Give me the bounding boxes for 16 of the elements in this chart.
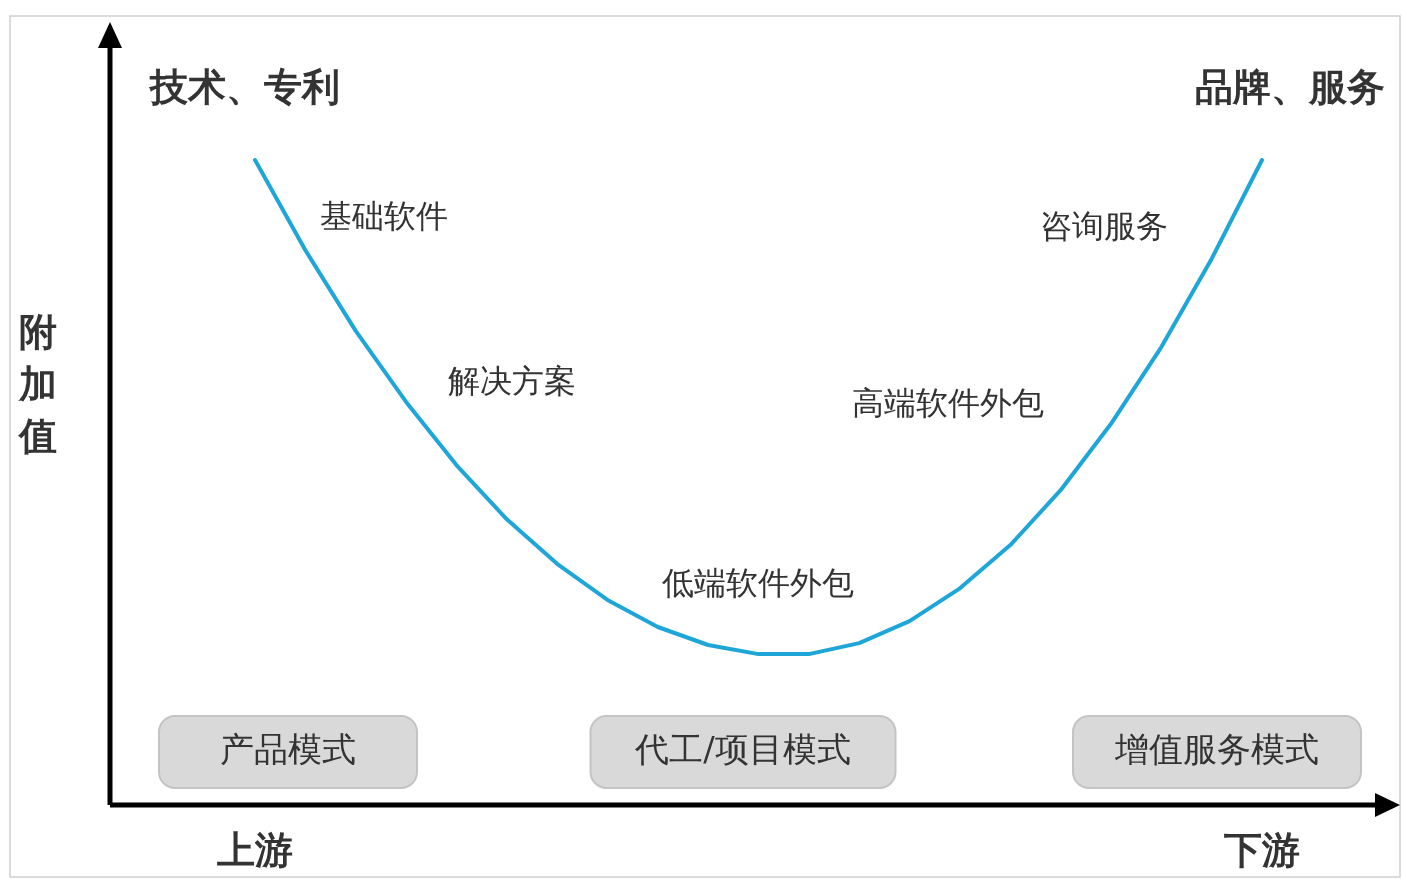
y-axis-title: 附加值 xyxy=(17,309,57,458)
annotation: 咨询服务 xyxy=(1040,206,1168,245)
annotation: 解决方案 xyxy=(448,361,576,400)
annotation: 代工/项目模式 xyxy=(634,729,851,769)
annotation: 基础软件 xyxy=(320,196,448,235)
label-box: 产品模式 xyxy=(158,715,418,789)
text: 品牌、服务 xyxy=(1195,63,1385,109)
annotation: 增值服务模式 xyxy=(1114,729,1319,769)
text: 技术、专利 xyxy=(148,63,340,109)
label-box: 增值服务模式 xyxy=(1072,715,1362,789)
x-tick-label: 下游 xyxy=(1224,826,1300,872)
label-box: 代工/项目模式 xyxy=(589,715,897,789)
annotation: 高端软件外包 xyxy=(852,383,1044,422)
annotation: 产品模式 xyxy=(220,729,356,769)
annotation: 低端软件外包 xyxy=(662,563,854,602)
x-tick-label: 上游 xyxy=(217,826,293,872)
